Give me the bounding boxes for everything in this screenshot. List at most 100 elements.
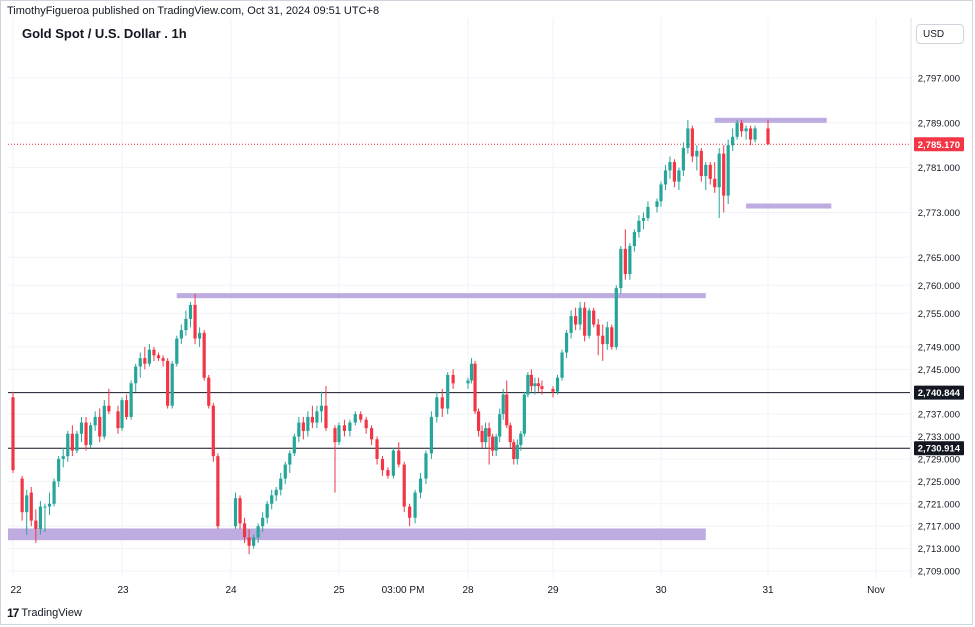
support-resistance-zone <box>176 293 706 299</box>
candle-body <box>681 148 685 171</box>
candle-body <box>480 430 484 443</box>
candle-body <box>261 517 265 527</box>
candle-body <box>238 498 242 524</box>
candle-body <box>207 377 211 406</box>
candle-body <box>79 422 84 434</box>
candle-body <box>726 145 730 196</box>
candle-body <box>605 327 609 345</box>
price-labels: 2,740.844 2,730.914 2,785.170 <box>914 137 964 456</box>
candle-body <box>107 405 111 412</box>
candle-body <box>274 489 278 496</box>
candle-body <box>397 450 401 465</box>
candle-body <box>43 506 47 508</box>
candle-body <box>353 414 357 423</box>
candle-body <box>11 397 15 471</box>
candle-body <box>324 405 328 429</box>
candle-body <box>147 349 151 364</box>
price-tick-label: 2,789.000 <box>918 118 960 129</box>
candle-body <box>380 458 385 471</box>
price-tick-label: 2,760.000 <box>918 281 960 292</box>
candle-body <box>540 386 544 389</box>
candle-body <box>596 324 600 336</box>
tv-logo-icon: 17 <box>7 606 19 620</box>
candle-body <box>587 310 591 336</box>
time-tick-label: 25 <box>333 585 345 596</box>
candle-body <box>569 316 573 333</box>
candle-body <box>34 520 38 529</box>
candle-body <box>247 537 251 546</box>
currency-button[interactable]: USD <box>916 24 964 44</box>
candle-body <box>722 153 726 196</box>
candle-body <box>753 128 757 140</box>
candle-body <box>592 310 596 325</box>
level-price-badge-bg <box>914 385 964 400</box>
price-tick-label: 2,725.000 <box>918 477 960 488</box>
candle-body <box>408 506 412 518</box>
candle-body <box>216 456 220 527</box>
candle-body <box>501 394 505 415</box>
tradingview-logo[interactable]: 17 TradingView <box>7 606 82 620</box>
candle-body <box>279 478 283 490</box>
candle-body <box>744 128 748 132</box>
time-tick-label: 29 <box>547 585 559 596</box>
candle-body <box>491 436 495 451</box>
time-tick-label: 31 <box>762 585 774 596</box>
zones <box>8 117 832 541</box>
candle-body <box>512 442 516 459</box>
level-price-badge: 2,740.844 <box>918 388 961 399</box>
candle-body <box>564 332 569 353</box>
level-price-badge: 2,730.914 <box>918 444 961 455</box>
candle-body <box>740 122 744 132</box>
candle-body <box>370 428 374 440</box>
published-caption: TimothyFigueroa published on TradingView… <box>7 5 380 17</box>
candle-body <box>641 218 646 221</box>
candle-body <box>288 453 292 465</box>
candle-body <box>134 366 138 384</box>
price-tick-label: 2,781.000 <box>918 163 960 174</box>
price-tick-label: 2,797.000 <box>918 74 960 85</box>
candle-body <box>193 304 197 339</box>
candle-body <box>522 394 526 434</box>
candle-body <box>536 383 541 387</box>
candle-body <box>655 201 659 207</box>
candle-body <box>175 338 179 364</box>
price-tick-label: 2,709.000 <box>918 567 960 578</box>
candle-body <box>469 363 474 381</box>
candle-body <box>578 307 582 325</box>
candle-body <box>508 425 512 443</box>
time-axis[interactable]: 22 23 24 25 03:00 PM 28 29 30 31 Nov <box>10 585 884 596</box>
candle-body <box>601 335 605 345</box>
time-tick-label: 28 <box>462 585 474 596</box>
candle-body <box>533 383 537 387</box>
price-tick-label: 2,773.000 <box>918 208 960 219</box>
candle-body <box>306 416 310 431</box>
candle-body <box>551 388 555 392</box>
candle-body <box>102 405 106 437</box>
candle-body <box>704 164 708 177</box>
candle-body <box>124 400 129 417</box>
price-tick-label: 2,745.000 <box>918 365 960 376</box>
price-tick-label: 2,733.000 <box>918 432 960 443</box>
candle-body <box>614 288 618 347</box>
candle-body <box>342 425 347 431</box>
candle-body <box>166 360 170 406</box>
candle-body <box>429 416 433 454</box>
chart-title: Gold Spot / U.S. Dollar . 1h <box>22 26 187 41</box>
candle-body <box>66 433 70 457</box>
price-axis[interactable]: 2,797.000 2,789.000 2,781.000 2,773.000 2,76… <box>918 74 960 578</box>
candle-body <box>494 436 498 451</box>
candle-body <box>717 153 721 188</box>
candle-body <box>310 416 314 423</box>
candle-body <box>505 394 509 426</box>
candle-body <box>713 178 717 188</box>
price-tick-label: 2,765.000 <box>918 253 960 264</box>
candle-body <box>98 416 102 437</box>
candle-body <box>735 122 739 137</box>
candle-body <box>446 374 450 409</box>
candle-body <box>473 363 477 412</box>
support-resistance-zone <box>714 117 827 123</box>
candle-body <box>152 349 156 356</box>
candle-body <box>47 503 52 507</box>
